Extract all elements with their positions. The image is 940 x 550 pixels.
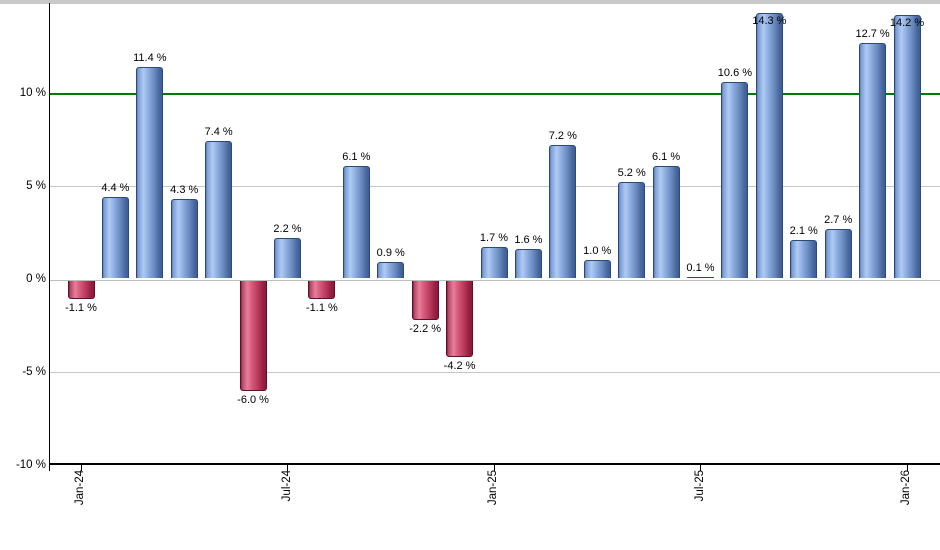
bar-value-label: 2.1 % <box>789 224 818 237</box>
x-axis-tick-label: Jan-24 <box>74 470 109 505</box>
bar-value-label: 2.2 % <box>273 223 302 236</box>
bar-positive <box>549 145 577 279</box>
bar-positive <box>893 14 921 279</box>
bar-value-label: 12.7 % <box>855 27 890 40</box>
x-axis-tick-label: Jul-25 <box>694 470 725 501</box>
bar-positive <box>514 249 542 279</box>
x-axis-tick <box>906 464 908 472</box>
bar-negative <box>411 280 439 320</box>
bar-negative <box>239 280 267 391</box>
bar-positive <box>859 42 887 279</box>
x-axis-tick-label: Jan-26 <box>900 470 935 505</box>
bar-positive <box>274 238 301 279</box>
bar-positive <box>377 262 405 279</box>
bar-value-label: 11.4 % <box>133 51 167 64</box>
bar-value-label: 10.6 % <box>717 66 753 79</box>
y-axis-tick-label: 5 % <box>26 180 46 192</box>
x-axis-tick-label: Jul-24 <box>281 470 312 501</box>
x-axis-tick-label-text: Jul-24 <box>280 470 293 502</box>
gridline <box>50 372 940 374</box>
y-axis-tick-label: 0 % <box>26 273 46 285</box>
bar-negative <box>67 280 95 300</box>
bar-positive <box>205 141 233 279</box>
x-axis-tick-label-text: Jul-25 <box>693 470 706 502</box>
x-axis-tick-label-text: Jan-24 <box>74 470 86 506</box>
bar-positive <box>618 182 646 279</box>
bar-value-label: -1.1 % <box>306 302 338 315</box>
bar-value-label: 5.2 % <box>617 167 646 180</box>
bar-value-label: 4.4 % <box>101 182 130 195</box>
bar-positive <box>652 165 680 279</box>
x-axis-tick <box>80 464 82 472</box>
bar-positive <box>721 81 749 279</box>
bar-positive <box>170 199 198 279</box>
bar-value-label: 1.6 % <box>514 234 543 247</box>
y-axis-line <box>49 3 51 471</box>
bar-value-label: 7.4 % <box>204 126 233 139</box>
bar-positive <box>136 66 164 279</box>
bar-value-label: 0.1 % <box>686 262 715 275</box>
chart-frame-top <box>0 0 940 4</box>
bar-value-label: 1.0 % <box>583 245 612 258</box>
bar-positive <box>480 247 508 279</box>
bar-value-label: 14.2 % <box>889 16 925 29</box>
bar-positive <box>101 197 129 279</box>
bar-value-label: 4.3 % <box>170 184 199 197</box>
y-axis-tick-label: -10 % <box>15 459 46 471</box>
reference-line-10pct <box>50 92 940 95</box>
x-axis-tick <box>287 464 289 472</box>
bar-value-label: -4.2 % <box>443 360 476 373</box>
bar-value-label: 6.1 % <box>652 150 681 163</box>
y-axis-tick-label: -5 % <box>22 366 46 378</box>
bar-value-label: 0.9 % <box>376 247 405 260</box>
bar-value-label: 1.7 % <box>479 232 509 245</box>
x-axis-tick-label-text: Jan-26 <box>900 470 912 506</box>
bar-value-label: -2.2 % <box>409 322 442 335</box>
x-axis-tick <box>700 464 702 472</box>
bar-negative <box>446 280 474 358</box>
x-axis-tick <box>493 464 495 472</box>
bar-value-label: 6.1 % <box>342 150 371 163</box>
bar-positive <box>755 13 783 279</box>
x-axis-tick-label-text: Jan-25 <box>487 470 499 506</box>
x-axis-line <box>50 463 940 465</box>
bar-positive <box>824 228 852 279</box>
x-axis-tick-label: Jan-25 <box>487 470 522 505</box>
bar-positive <box>687 277 714 279</box>
bar-value-label: 2.7 % <box>824 213 853 226</box>
bar-positive <box>342 165 370 279</box>
bar-positive <box>790 239 818 279</box>
gridline <box>50 186 940 188</box>
bar-value-label: 7.2 % <box>548 130 577 143</box>
gridline-zero <box>50 279 940 281</box>
y-axis-tick-label: 10 % <box>19 87 46 99</box>
bar-value-label: -6.0 % <box>237 393 269 406</box>
bar-negative <box>308 280 336 300</box>
bar-value-label: 14.3 % <box>752 15 787 28</box>
bar-value-label: -1.1 % <box>65 302 97 315</box>
bar-positive <box>583 260 611 279</box>
